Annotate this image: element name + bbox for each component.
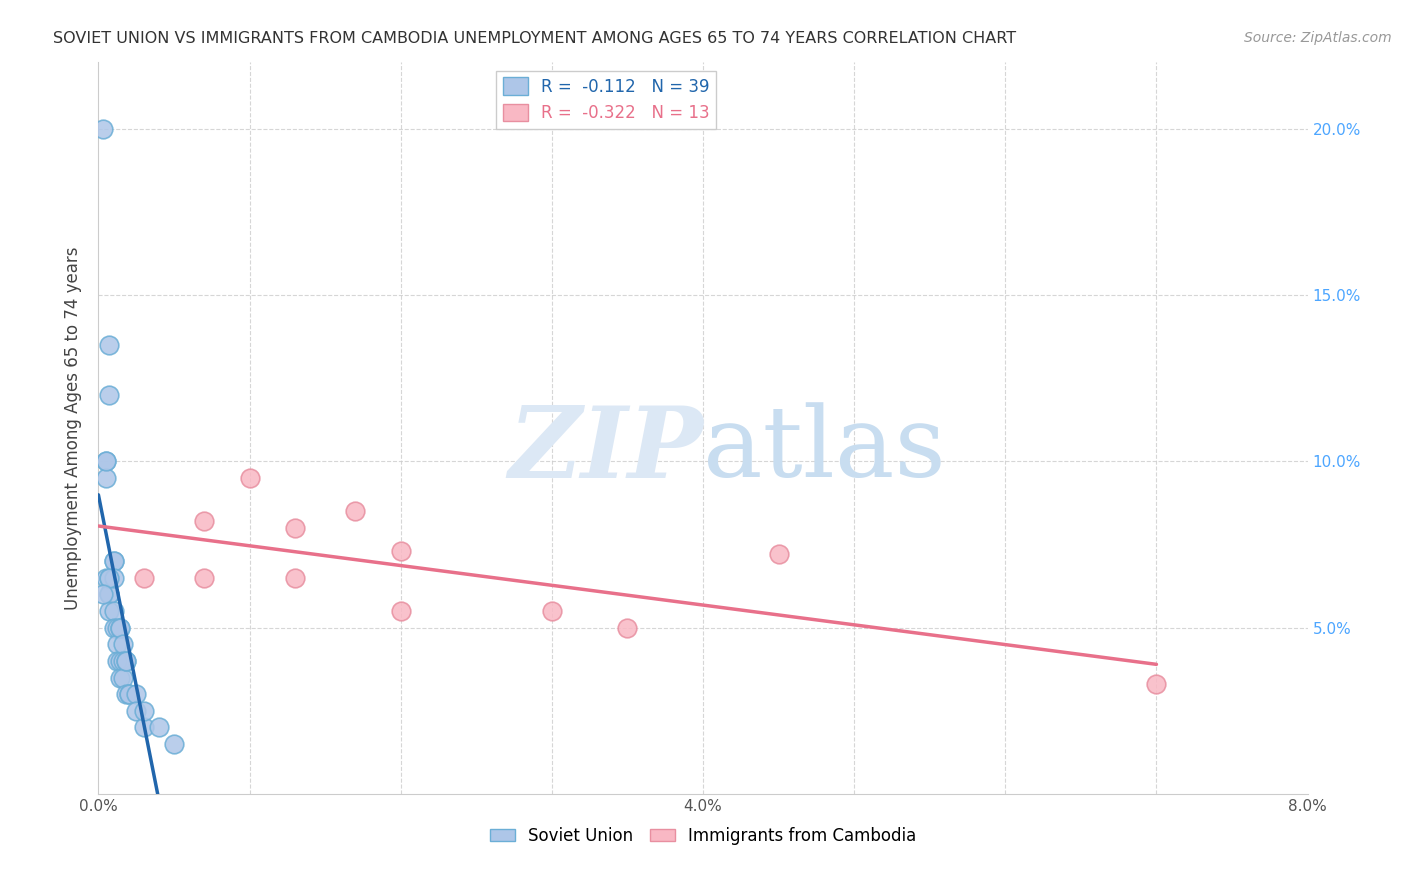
Point [98, 571, 121, 585]
Point [103, 604, 125, 618]
Point [103, 621, 125, 635]
Point [111, 637, 134, 651]
Point [540, 604, 562, 618]
Point [114, 654, 136, 668]
Point [193, 571, 215, 585]
Point [114, 654, 136, 668]
Point [108, 654, 131, 668]
Text: SOVIET UNION VS IMMIGRANTS FROM CAMBODIA UNEMPLOYMENT AMONG AGES 65 TO 74 YEARS : SOVIET UNION VS IMMIGRANTS FROM CAMBODIA… [52, 31, 1017, 46]
Point [118, 687, 141, 701]
Point [108, 621, 131, 635]
Point [389, 604, 412, 618]
Point [284, 571, 307, 585]
Point [105, 621, 128, 635]
Point [98, 571, 121, 585]
Point [105, 637, 128, 651]
Point [98, 388, 121, 402]
Point [132, 571, 155, 585]
Point [108, 621, 131, 635]
Point [239, 471, 262, 485]
Point [163, 737, 186, 751]
Point [103, 554, 125, 568]
Point [125, 687, 148, 701]
Point [114, 687, 136, 701]
Point [125, 704, 148, 718]
Point [132, 704, 155, 718]
Y-axis label: Unemployment Among Ages 65 to 74 years: Unemployment Among Ages 65 to 74 years [65, 246, 83, 610]
Point [98, 338, 121, 352]
Text: atlas: atlas [703, 402, 946, 498]
Point [344, 504, 367, 518]
Point [105, 654, 128, 668]
Point [111, 671, 134, 685]
Point [94, 471, 117, 485]
Point [193, 514, 215, 528]
Text: ZIP: ZIP [508, 402, 703, 499]
Point [103, 554, 125, 568]
Point [94, 454, 117, 468]
Point [108, 671, 131, 685]
Point [103, 571, 125, 585]
Point [91, 587, 114, 601]
Point [768, 548, 790, 562]
Point [94, 571, 117, 585]
Text: Source: ZipAtlas.com: Source: ZipAtlas.com [1244, 31, 1392, 45]
Point [91, 122, 114, 136]
Legend: Soviet Union, Immigrants from Cambodia: Soviet Union, Immigrants from Cambodia [484, 820, 922, 851]
Point [98, 587, 121, 601]
Point [389, 544, 412, 558]
Point [148, 720, 170, 734]
Point [98, 587, 121, 601]
Point [284, 521, 307, 535]
Point [118, 687, 141, 701]
Point [98, 604, 121, 618]
Point [132, 720, 155, 734]
Point [1146, 677, 1168, 691]
Point [616, 621, 638, 635]
Point [111, 654, 134, 668]
Point [94, 454, 117, 468]
